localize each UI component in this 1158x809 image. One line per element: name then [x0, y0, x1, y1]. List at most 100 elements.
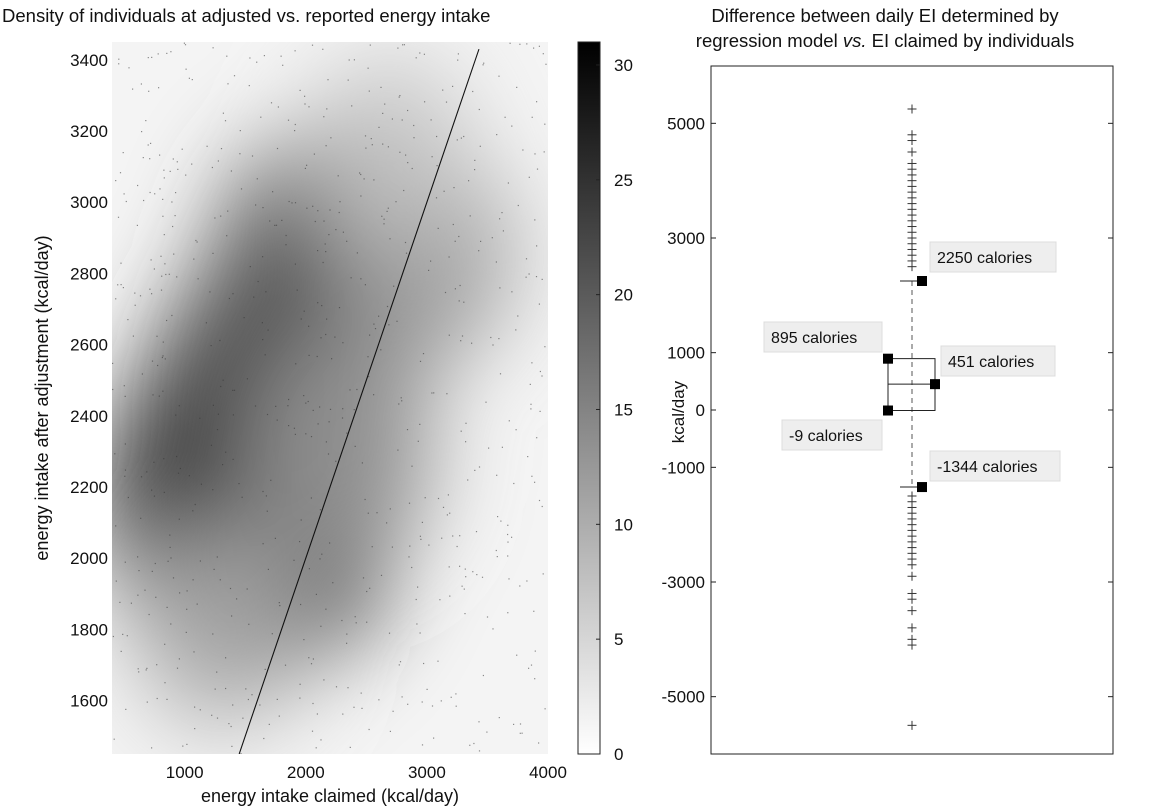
- speck: [354, 616, 356, 618]
- calorie-label-box: [929, 241, 1057, 273]
- speck: [508, 578, 510, 580]
- speck: [319, 558, 321, 560]
- speck: [411, 465, 413, 467]
- speck: [471, 342, 473, 344]
- speck: [447, 494, 449, 496]
- difference-y-ticks: 5000 3000 1000 0 -1000 -3000 -5000: [662, 114, 1113, 707]
- speck: [454, 288, 456, 290]
- speck: [465, 441, 467, 443]
- speck: [166, 698, 168, 700]
- speck: [391, 546, 393, 548]
- speck: [446, 514, 448, 516]
- speck: [138, 671, 140, 673]
- speck: [241, 496, 243, 498]
- speck: [205, 322, 207, 324]
- speck: [338, 307, 341, 309]
- colorbar-tick-label: 30: [614, 56, 633, 75]
- heatmap-y-axis-label: energy intake after adjustment (kcal/day…: [32, 235, 52, 560]
- speck: [170, 557, 172, 559]
- speck: [119, 601, 121, 603]
- speck: [499, 373, 502, 375]
- speck: [364, 135, 367, 137]
- speck: [240, 753, 242, 754]
- speck: [507, 612, 509, 614]
- speck: [395, 201, 397, 203]
- speck: [413, 124, 415, 127]
- speck: [496, 556, 498, 558]
- speck: [380, 349, 382, 351]
- speck: [405, 252, 408, 254]
- speck: [279, 605, 281, 607]
- speck: [291, 202, 293, 204]
- speck: [122, 287, 124, 289]
- speck: [373, 323, 375, 325]
- calorie-label-box: [763, 321, 883, 353]
- speck: [407, 109, 409, 112]
- colorbar-gradient: [577, 41, 601, 755]
- speck: [160, 255, 162, 257]
- speck: [454, 240, 456, 242]
- speck: [130, 602, 132, 604]
- speck: [442, 89, 444, 91]
- speck: [230, 725, 232, 728]
- heatmap-y-ticks: 1600 1800 2000 2200 2400 2600 2800 3000 3200 3400: [70, 51, 108, 711]
- speck: [175, 192, 177, 194]
- speck: [320, 739, 322, 741]
- speck: [538, 742, 540, 744]
- speck: [232, 414, 234, 416]
- speck: [294, 202, 297, 204]
- speck: [363, 178, 365, 180]
- speck: [341, 619, 343, 622]
- speck: [346, 240, 348, 242]
- speck: [371, 546, 373, 548]
- speck: [327, 453, 330, 455]
- speck: [431, 392, 433, 394]
- speck: [355, 622, 357, 624]
- speck: [356, 252, 358, 254]
- speck: [526, 43, 528, 45]
- speck: [159, 188, 161, 190]
- speck: [317, 210, 319, 212]
- colorbar-tick-label: 10: [614, 515, 633, 534]
- speck: [472, 90, 474, 93]
- speck: [511, 125, 513, 127]
- speck: [219, 339, 221, 342]
- speck: [525, 276, 527, 278]
- speck: [126, 635, 128, 637]
- speck: [496, 474, 498, 476]
- speck: [225, 687, 227, 690]
- speck: [507, 555, 509, 557]
- speck: [464, 568, 466, 570]
- speck: [353, 409, 355, 411]
- calorie-label: -1344 calories: [937, 459, 1038, 476]
- speck: [474, 469, 476, 471]
- speck: [125, 708, 127, 710]
- speck: [151, 56, 153, 58]
- speck: [176, 276, 178, 278]
- speck: [538, 303, 540, 305]
- speck: [496, 134, 498, 136]
- speck: [228, 723, 230, 725]
- speck: [334, 336, 336, 338]
- speck: [322, 261, 324, 264]
- heatmap-chart: Density of individuals at adjusted vs. r…: [2, 5, 633, 806]
- speck: [446, 393, 448, 395]
- heatmap-y-tick-label: 2000: [70, 549, 108, 568]
- speck: [262, 339, 264, 341]
- speck: [166, 606, 168, 608]
- calorie-label: 2250 calories: [937, 250, 1032, 267]
- speck: [240, 188, 243, 190]
- speck: [193, 258, 195, 260]
- speck: [543, 151, 545, 153]
- speck: [498, 75, 500, 77]
- speck: [497, 516, 499, 518]
- speck: [474, 169, 476, 171]
- speck: [530, 664, 533, 666]
- speck: [504, 116, 506, 118]
- speck: [199, 709, 201, 711]
- speck: [262, 256, 264, 258]
- speck: [326, 108, 328, 110]
- speck: [501, 212, 503, 214]
- speck: [402, 44, 404, 46]
- speck: [125, 200, 127, 203]
